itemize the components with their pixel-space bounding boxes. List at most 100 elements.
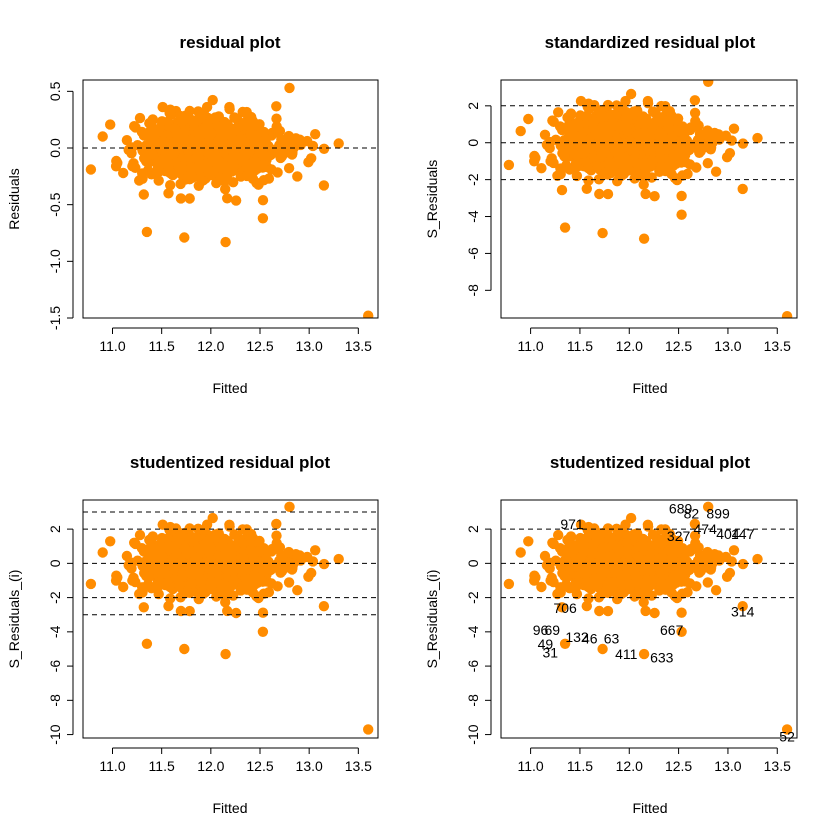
x-tick-label: 11.0 bbox=[99, 338, 125, 354]
data-point bbox=[257, 576, 268, 587]
data-point bbox=[248, 552, 259, 564]
data-point bbox=[182, 585, 193, 597]
x-tick-label: 13.5 bbox=[345, 338, 372, 354]
data-point bbox=[541, 560, 553, 571]
data-point bbox=[230, 607, 242, 619]
y-tick-label: 0 bbox=[47, 559, 63, 567]
data-point bbox=[565, 563, 576, 575]
data-point bbox=[550, 134, 561, 145]
x-tick-label: 13.0 bbox=[714, 758, 741, 774]
data-point bbox=[667, 552, 678, 564]
data-point bbox=[271, 538, 282, 549]
data-point bbox=[257, 607, 269, 618]
data-point bbox=[565, 143, 576, 154]
x-tick-label: 11.5 bbox=[149, 758, 175, 774]
outlier-point bbox=[363, 310, 374, 318]
data-point bbox=[523, 536, 534, 547]
outlier-point bbox=[284, 82, 295, 94]
data-point bbox=[515, 125, 526, 137]
data-point bbox=[159, 568, 171, 579]
data-point bbox=[649, 607, 660, 619]
outlier-point bbox=[638, 233, 650, 244]
data-point bbox=[229, 112, 240, 123]
data-point bbox=[164, 167, 176, 179]
data-point bbox=[640, 584, 651, 595]
data-point bbox=[655, 146, 666, 157]
y-tick-label: -10 bbox=[465, 724, 481, 744]
data-point bbox=[602, 188, 614, 200]
data-point bbox=[307, 556, 319, 567]
data-point bbox=[292, 585, 303, 596]
data-point bbox=[318, 143, 330, 154]
data-point bbox=[303, 157, 314, 168]
data-point bbox=[123, 144, 134, 156]
data-point bbox=[575, 130, 587, 141]
outlier-point bbox=[752, 553, 763, 565]
y-tick-label: -2 bbox=[465, 591, 481, 604]
data-point bbox=[258, 175, 269, 186]
data-point bbox=[169, 123, 181, 134]
data-point bbox=[664, 577, 675, 588]
y-tick-label: -8 bbox=[465, 694, 481, 707]
y-tick-label: -10 bbox=[47, 724, 63, 744]
data-point bbox=[604, 158, 616, 170]
y-tick-label: -4 bbox=[47, 625, 63, 638]
point-label: 899 bbox=[706, 506, 730, 522]
outlier-point bbox=[676, 626, 687, 637]
data-point bbox=[110, 161, 122, 172]
outlier-point bbox=[333, 138, 344, 149]
data-point bbox=[186, 578, 197, 589]
x-tick-label: 12.5 bbox=[665, 338, 692, 354]
outlier-point bbox=[220, 648, 231, 660]
data-point bbox=[136, 543, 148, 554]
data-point bbox=[157, 519, 168, 530]
data-point bbox=[614, 577, 625, 588]
data-point bbox=[645, 137, 656, 148]
outlier-point bbox=[559, 222, 571, 233]
data-point bbox=[554, 121, 566, 132]
data-point bbox=[588, 539, 599, 551]
data-point bbox=[229, 529, 240, 540]
data-point bbox=[667, 131, 678, 143]
data-point bbox=[655, 566, 666, 577]
outlier-point bbox=[737, 183, 748, 195]
point-label: 46 bbox=[582, 631, 598, 647]
outlier-point bbox=[597, 227, 608, 239]
data-point bbox=[184, 523, 195, 534]
x-tick-label: 11.5 bbox=[149, 338, 175, 354]
point-label: 404 bbox=[716, 526, 740, 542]
data-point bbox=[578, 148, 589, 159]
data-point bbox=[245, 577, 256, 588]
outlier-point bbox=[503, 159, 515, 171]
data-point bbox=[676, 607, 687, 618]
data-point bbox=[219, 116, 230, 128]
data-point bbox=[612, 593, 623, 605]
data-point bbox=[588, 117, 599, 129]
point-label: 69 bbox=[545, 622, 561, 638]
data-point bbox=[617, 525, 628, 536]
data-point bbox=[221, 584, 233, 595]
y-axis-label: S_Residuals_(i) bbox=[424, 570, 440, 669]
data-point bbox=[663, 116, 675, 127]
data-point bbox=[581, 111, 592, 122]
point-label: 327 bbox=[667, 528, 691, 544]
data-point bbox=[556, 184, 568, 196]
data-point bbox=[629, 173, 640, 184]
data-point bbox=[136, 126, 148, 138]
data-point bbox=[523, 113, 534, 125]
x-tick-label: 12.0 bbox=[197, 758, 224, 774]
data-point bbox=[657, 130, 668, 141]
plot-frame bbox=[82, 499, 379, 739]
x-tick-label: 11.0 bbox=[99, 758, 125, 774]
data-point bbox=[541, 139, 553, 150]
y-tick-label: -6 bbox=[47, 660, 63, 673]
x-tick-label: 11.5 bbox=[567, 758, 593, 774]
point-label: 689 bbox=[669, 501, 693, 517]
data-point bbox=[157, 551, 168, 563]
data-point bbox=[257, 195, 269, 206]
data-point bbox=[123, 560, 134, 571]
data-point bbox=[529, 156, 540, 167]
data-point bbox=[141, 570, 152, 582]
data-point bbox=[584, 556, 596, 567]
studentized-residual-plot-panel: studentized residual plot Fitted S_Resid… bbox=[6, 453, 379, 816]
